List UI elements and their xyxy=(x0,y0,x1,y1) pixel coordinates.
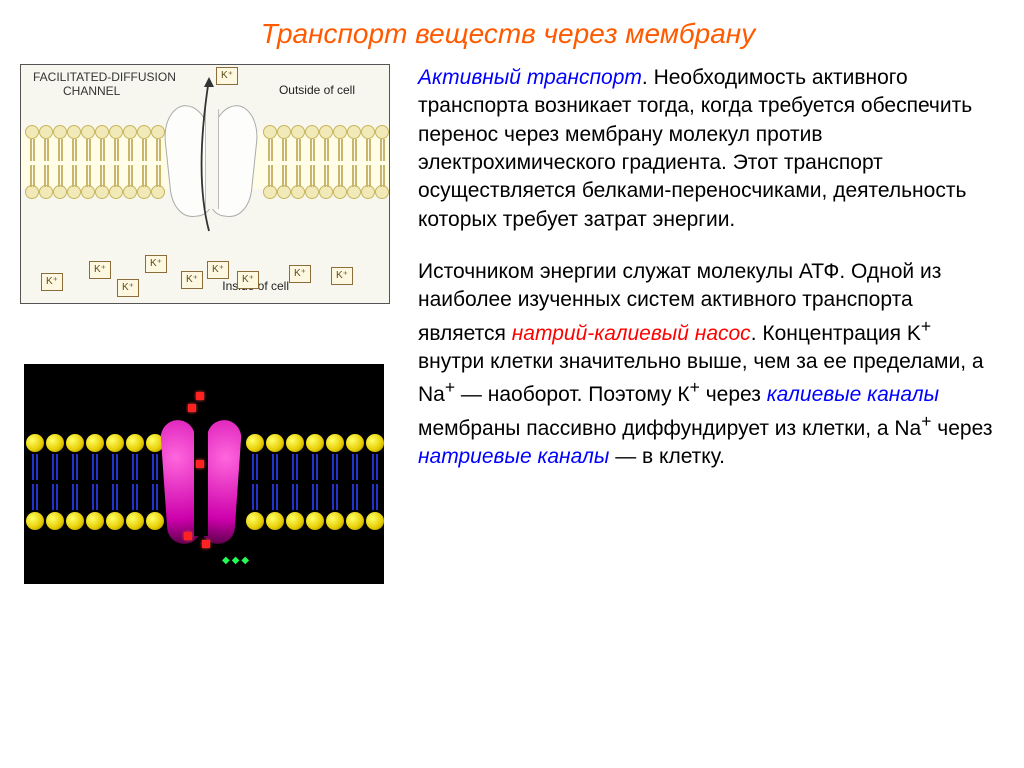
na-k-pump-term: натрий-калиевый насос xyxy=(512,322,751,345)
k-channels-term: калиевые каналы xyxy=(767,383,939,406)
p2-d: — наоборот. Поэтому К xyxy=(455,383,690,406)
na-k-pump-protein xyxy=(164,420,238,544)
outside-cell-label: Outside of cell xyxy=(279,83,355,97)
transport-arrow xyxy=(209,73,211,223)
slide: Транспорт веществ через мембрану FACILIT… xyxy=(0,0,1024,768)
content-columns: FACILITATED-DIFFUSION CHANNEL Outside of… xyxy=(20,64,996,584)
sup-plus-1: + xyxy=(921,316,931,336)
p2-h: — в клетку. xyxy=(609,445,725,468)
sodium-potassium-pump-diagram: ◆◆◆ xyxy=(24,364,384,584)
pump-pore xyxy=(194,426,208,536)
sup-plus-3: + xyxy=(690,377,700,397)
p2-e: через xyxy=(700,383,767,406)
p2-f: мембраны пассивно диффундирует из клетки… xyxy=(418,417,921,440)
facilitated-diffusion-diagram: FACILITATED-DIFFUSION CHANNEL Outside of… xyxy=(20,64,390,304)
atp-marker: ◆◆◆ xyxy=(222,555,251,566)
diagram1-title: FACILITATED-DIFFUSION CHANNEL xyxy=(33,71,176,99)
p1-body: . Необходимость активного транспорта воз… xyxy=(418,66,972,231)
paragraph-1: Активный транспорт. Необходимость активн… xyxy=(418,64,996,234)
left-column: FACILITATED-DIFFUSION CHANNEL Outside of… xyxy=(20,64,400,584)
diagram1-title-line1: FACILITATED-DIFFUSION xyxy=(33,70,176,84)
lead-term: Активный транспорт xyxy=(418,66,642,89)
diagram1-title-line2: CHANNEL xyxy=(63,84,120,98)
sup-plus-4: + xyxy=(921,411,931,431)
p2-g: через xyxy=(931,417,992,440)
paragraph-2: Источником энергии служат молекулы АТФ. … xyxy=(418,258,996,471)
text-column: Активный транспорт. Необходимость активн… xyxy=(418,64,996,584)
p2-b: . Концентрация K xyxy=(751,322,921,345)
sup-plus-2: + xyxy=(445,377,455,397)
na-channels-term: натриевые каналы xyxy=(418,445,609,468)
slide-title: Транспорт веществ через мембрану xyxy=(20,18,996,50)
